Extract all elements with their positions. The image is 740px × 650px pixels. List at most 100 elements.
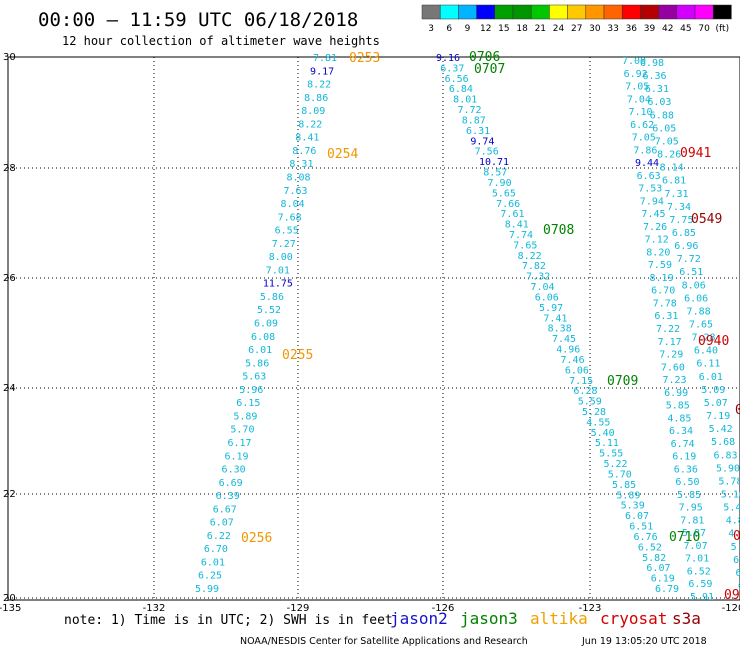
wave-height-value: 5.86 — [260, 292, 284, 303]
wave-height-value: 4.89 — [726, 516, 740, 527]
wave-height-value: 6.15 — [236, 398, 260, 409]
wave-height-value: 6.40 — [694, 346, 718, 357]
wave-height-value: 6.06 — [565, 365, 589, 376]
wave-height-value: 6.28 — [573, 386, 597, 397]
legend-label: 12 — [480, 24, 491, 34]
wave-height-value: 7.46 — [561, 355, 585, 366]
wave-height-value: 5.40 — [591, 428, 615, 439]
wave-height-value: 7.23 — [662, 375, 686, 386]
wave-height-value: 7.78 — [653, 298, 677, 309]
legend-label: 70 — [698, 24, 710, 34]
track-4: 6.98 6.36 6.31 6.03 6.88 6.05 7.05 8.26 8.14 6.81… — [640, 58, 740, 592]
wave-height-value: 5.22 — [603, 459, 627, 470]
wave-height-value: 6.07 — [646, 563, 670, 574]
wave-height-value: 6.67 — [213, 504, 237, 515]
legend-swatch — [421, 4, 441, 20]
pass-label: 09 — [724, 588, 740, 603]
track-3: 7.006.927.057.047.106.627.057.869.446.63… — [622, 56, 714, 603]
wave-height-value: 5.68 — [711, 437, 735, 448]
wave-height-value: 6.31 — [654, 311, 678, 322]
lat-tick-label: 24 — [3, 383, 16, 394]
wave-height-value: 7.32 — [526, 272, 550, 283]
wave-height-value: 7.95 — [679, 503, 703, 514]
legend-label: 39 — [644, 24, 656, 34]
wave-height-value: 5.97 — [539, 303, 563, 314]
lat-lon-grid — [8, 56, 740, 600]
pass-label: 0709 — [607, 374, 638, 389]
wave-height-value: 5.16 — [721, 489, 740, 500]
wave-height-value: 8.19 — [650, 273, 674, 284]
map-frame — [7, 56, 740, 601]
pass-label: 0941 — [680, 146, 711, 161]
wave-height-value: 8.41 — [295, 133, 319, 144]
wave-height-value: 6.81 — [662, 176, 686, 187]
wave-height-value: 7.05 — [632, 133, 656, 144]
wave-height-value: 5.97 — [731, 542, 740, 553]
wave-height-value: 6.88 — [650, 110, 674, 121]
wave-height-value: 6.52 — [638, 542, 662, 553]
wave-height-value: 6.22 — [207, 531, 231, 542]
legend-swatch — [640, 4, 659, 20]
legend-swatch — [439, 4, 459, 20]
wave-height-value: 6.58 — [733, 555, 740, 566]
wave-height-value: 8.09 — [301, 106, 325, 117]
pass-label: 0707 — [474, 62, 505, 77]
legend-label: 33 — [607, 24, 618, 34]
wave-height-value: 5.89 — [616, 490, 640, 501]
legend-swatch — [658, 4, 678, 20]
wave-height-value: 8.06 — [682, 280, 706, 291]
wave-height-value: 7.01 — [685, 554, 709, 565]
lon-tick-label: -129 — [287, 603, 310, 614]
lat-tick-label: 28 — [3, 163, 16, 174]
legend-label: 27 — [571, 24, 582, 34]
wave-height-value: 6.01 — [699, 372, 723, 383]
lat-tick-label: 30 — [3, 52, 16, 63]
wave-height-value: 7.27 — [272, 239, 296, 250]
wave-height-value: 5.90 — [716, 463, 740, 474]
wave-height-value: 7.31 — [665, 189, 689, 200]
wave-height-value: 5.70 — [608, 469, 632, 480]
wave-height-value: 6.50 — [675, 477, 699, 488]
wave-height-value: 6.70 — [204, 544, 228, 555]
wave-height-value: 5.89 — [233, 411, 257, 422]
wave-height-value: 7.74 — [509, 230, 533, 241]
wave-height-value: 7.72 — [457, 105, 481, 116]
wave-height-value: 8.22 — [298, 119, 322, 130]
wave-height-value: 6.30 — [222, 465, 246, 476]
wave-height-value: 5.96 — [239, 385, 263, 396]
mission-legend: jason2 jason3 altika cryosat s3a — [390, 609, 701, 628]
wave-height-value: 7.10 — [628, 107, 652, 118]
wave-height-value: 7.41 — [543, 313, 567, 324]
wave-height-value: 8.14 — [660, 163, 684, 174]
wave-height-value: 5.63 — [242, 372, 266, 383]
wave-height-value: 6.52 — [687, 566, 711, 577]
wave-height-value: 6.69 — [219, 478, 243, 489]
wave-height-value: 6.63 — [637, 171, 661, 182]
wave-height-value: 7.15 — [569, 376, 593, 387]
wave-height-value: 6.55 — [275, 226, 299, 237]
wave-height-value: 7.56 — [475, 147, 499, 158]
wave-height-value: 5.82 — [642, 553, 666, 564]
wave-height-value: 4.67 — [728, 529, 740, 540]
wave-height-value: 6.74 — [671, 439, 695, 450]
wave-height-value: 6.85 — [672, 228, 696, 239]
pass-label: 0549 — [691, 212, 722, 227]
wave-height-value: 8.08 — [286, 172, 310, 183]
legend-swatch — [530, 4, 550, 20]
wave-height-value: 5.09 — [701, 385, 725, 396]
wave-height-value: 7.81 — [680, 515, 704, 526]
wave-height-value: 6.07 — [210, 518, 234, 529]
mission-label-cryosat: cryosat — [600, 609, 667, 628]
wave-height-value: 8.31 — [289, 159, 313, 170]
map-border — [7, 56, 740, 601]
lon-tick-label: -135 — [0, 603, 21, 614]
wave-height-value: 6.19 — [672, 452, 696, 463]
wave-height-value: 5.59 — [578, 397, 602, 408]
legend-label: 30 — [589, 24, 601, 34]
wave-height-value: 10.71 — [479, 157, 509, 168]
wave-height-value: 8.38 — [548, 324, 572, 335]
wave-height-value: 5.70 — [230, 425, 254, 436]
lon-tick-label: -123 — [579, 603, 602, 614]
wave-height-value: 7.45 — [641, 209, 665, 220]
